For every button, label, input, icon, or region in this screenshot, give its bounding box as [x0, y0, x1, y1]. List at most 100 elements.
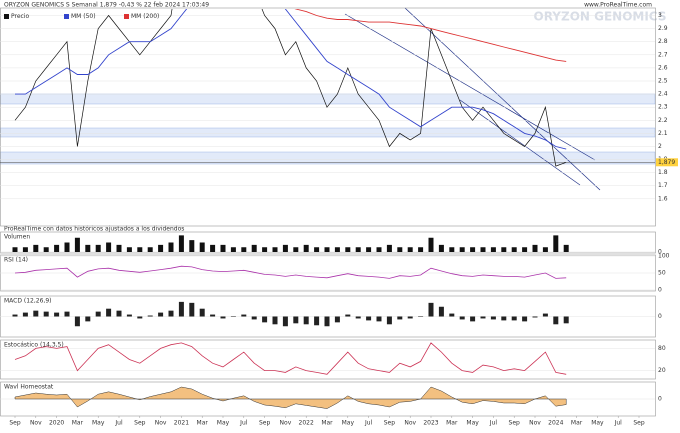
bar — [376, 247, 382, 252]
x-tick-label: Mar — [197, 420, 209, 427]
x-tick-label: May — [591, 420, 604, 427]
legend-label: Precio — [11, 13, 30, 20]
x-tick-label: Mar — [446, 420, 458, 427]
bar — [532, 316, 538, 318]
x-tick-label: Jul — [364, 420, 373, 427]
y-tick-label: 0 — [658, 249, 662, 256]
bar — [85, 316, 91, 322]
bar — [262, 247, 268, 252]
x-tick-label: Nov — [30, 420, 42, 427]
watermark: ORYZON GENOMICS — [534, 10, 667, 24]
series-line — [15, 9, 567, 150]
x-tick-label: Jul — [114, 420, 123, 427]
bar — [553, 235, 559, 252]
y-tick-label: 80 — [658, 345, 666, 352]
bar — [522, 247, 528, 252]
y-tick-label: 2.8 — [658, 38, 668, 45]
bar — [480, 316, 486, 319]
bar — [490, 247, 496, 252]
last-price-box — [656, 158, 678, 167]
series-line — [14, 9, 567, 167]
y-tick-label: 2.4 — [658, 91, 668, 98]
series-line — [14, 265, 567, 279]
last-price-label: 1,879 — [658, 159, 675, 166]
bar — [95, 244, 101, 252]
bar — [126, 247, 132, 252]
x-tick-label: Nov — [529, 420, 541, 427]
legend-swatch — [4, 14, 9, 19]
x-tick-label: 2020 — [49, 420, 64, 427]
panel-frame — [0, 7, 656, 227]
x-tick-label: Jul — [614, 420, 623, 427]
panel-title: Wavl Homeostat — [4, 384, 54, 391]
y-tick-label: 2.7 — [658, 51, 668, 58]
bar — [293, 247, 299, 252]
bar — [490, 316, 496, 320]
y-tick-label: 20 — [658, 367, 666, 374]
legend-label: MM (200) — [131, 13, 159, 20]
bar — [220, 316, 226, 319]
bar — [126, 314, 132, 317]
bar — [22, 247, 28, 252]
bar — [303, 316, 309, 325]
y-tick-label: 0 — [658, 287, 662, 294]
bar — [355, 316, 361, 319]
x-tick-label: Mar — [571, 420, 583, 427]
legend-swatch — [124, 14, 129, 19]
y-tick-label: 2.5 — [658, 78, 668, 85]
y-tick-label: 2.6 — [658, 64, 668, 71]
trend-line — [459, 99, 581, 186]
bar — [511, 316, 517, 321]
x-tick-label: May — [466, 420, 479, 427]
bar — [470, 316, 476, 322]
bar — [64, 242, 70, 252]
y-tick-label: 2.2 — [658, 117, 668, 124]
bar — [54, 244, 60, 252]
note: ProRealTime con datos históricos ajustad… — [4, 226, 184, 233]
bar — [407, 247, 413, 252]
bar — [480, 247, 486, 252]
bar — [449, 247, 455, 252]
bar — [542, 247, 548, 252]
bar — [418, 247, 424, 252]
series-line — [14, 342, 567, 375]
panel-title: Estocástico (14,3,5) — [4, 342, 64, 349]
panel-title: RSI (14) — [4, 257, 28, 264]
bar — [522, 316, 528, 322]
band — [0, 93, 656, 105]
bar — [293, 316, 299, 324]
y-tick-label: 2.3 — [658, 104, 668, 111]
bar — [470, 247, 476, 252]
bar — [438, 244, 444, 252]
legend-swatch — [64, 14, 69, 19]
legend-label: MM (50) — [71, 13, 96, 20]
bar — [428, 302, 434, 317]
bar — [230, 316, 236, 317]
x-tick-label: Sep — [384, 420, 396, 427]
x-tick-label: 2023 — [423, 420, 438, 427]
bar — [282, 244, 288, 252]
bar — [366, 247, 372, 252]
x-tick-label: Nov — [155, 420, 167, 427]
band — [0, 127, 656, 138]
bar — [147, 315, 153, 317]
y-tick-label: 1.8 — [658, 169, 668, 176]
y-tick-label: 2 — [658, 143, 662, 150]
x-tick-label: Sep — [259, 420, 271, 427]
bar — [210, 314, 216, 317]
bar — [22, 312, 28, 317]
bar — [386, 244, 392, 252]
y-tick-label: 100 — [658, 253, 670, 260]
bar — [220, 244, 226, 252]
bar — [407, 316, 413, 319]
bar — [418, 316, 424, 317]
x-tick-label: 2024 — [548, 420, 563, 427]
bar — [428, 237, 434, 252]
bar — [542, 313, 548, 317]
bar — [314, 247, 320, 252]
bar — [137, 247, 143, 252]
y-tick-label: 50 — [658, 270, 666, 277]
bar — [95, 311, 101, 317]
bar — [262, 316, 268, 323]
